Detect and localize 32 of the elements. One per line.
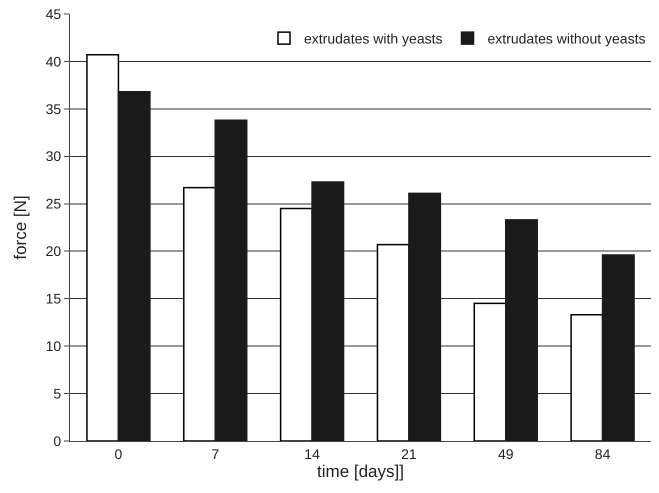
y-tick-label: 20 xyxy=(46,243,62,260)
y-tick-label: 45 xyxy=(46,6,62,22)
x-tick-label: 7 xyxy=(211,446,220,462)
bar xyxy=(311,181,344,441)
y-tick-label: 15 xyxy=(46,290,62,307)
legend-label: extrudates without yeasts xyxy=(488,30,646,47)
x-tick-label: 84 xyxy=(594,446,611,462)
bar xyxy=(280,208,313,441)
y-axis-title: force [N] xyxy=(11,195,30,260)
bar xyxy=(474,302,506,441)
bar xyxy=(214,120,248,441)
x-tick-label: 14 xyxy=(304,446,320,462)
bar xyxy=(183,186,216,441)
bar xyxy=(505,219,538,441)
y-tick-label: 10 xyxy=(46,338,62,354)
x-tick-label: 0 xyxy=(114,446,123,462)
x-tick-label: 21 xyxy=(401,446,417,462)
y-tick-label: 0 xyxy=(53,432,62,449)
y-tick-label: 35 xyxy=(46,100,62,117)
y-tick-label: 5 xyxy=(53,385,62,402)
bar xyxy=(118,91,151,441)
bar xyxy=(602,254,635,441)
bar xyxy=(570,314,604,441)
y-tick-label: 25 xyxy=(46,196,62,212)
y-tick-label: 40 xyxy=(46,53,62,70)
bar xyxy=(376,244,410,441)
legend-label: extrudates with yeasts xyxy=(304,30,443,47)
x-tick-label: 49 xyxy=(498,446,514,462)
x-axis-title: time [days]] xyxy=(317,462,404,482)
bar xyxy=(408,192,442,441)
bar xyxy=(86,54,120,441)
y-tick-label: 30 xyxy=(46,148,62,164)
